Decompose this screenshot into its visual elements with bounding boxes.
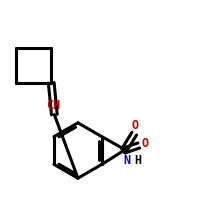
Text: O: O bbox=[131, 118, 138, 132]
Text: N: N bbox=[123, 154, 130, 167]
Text: CH: CH bbox=[46, 99, 60, 112]
Text: H: H bbox=[134, 154, 141, 167]
Text: O: O bbox=[141, 137, 148, 150]
